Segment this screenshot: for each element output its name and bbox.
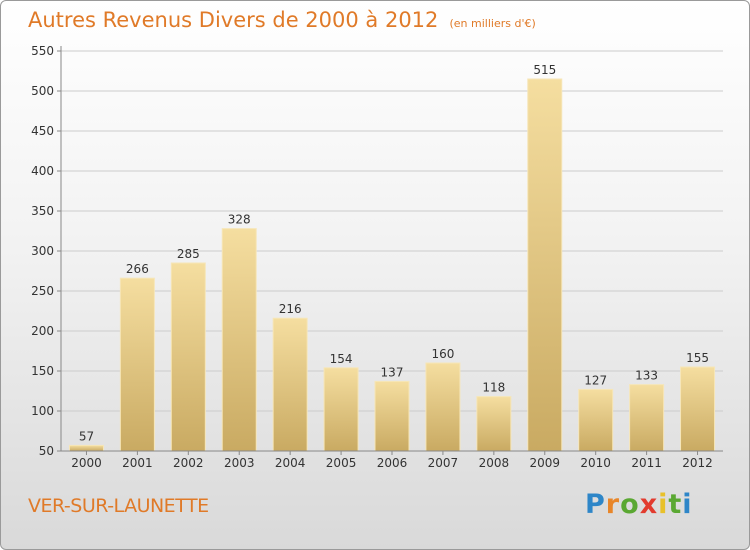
x-tick-label-2007: 2007 — [428, 456, 459, 470]
x-tick-label-2006: 2006 — [377, 456, 408, 470]
y-tick-label: 500 — [31, 84, 54, 98]
x-tick-label-2003: 2003 — [224, 456, 255, 470]
data-label-2005: 154 — [330, 352, 353, 366]
logo-letter: i — [658, 489, 669, 520]
bar-2010 — [578, 388, 614, 452]
data-label-2003: 328 — [228, 213, 251, 227]
x-tick-label-2002: 2002 — [173, 456, 204, 470]
x-tick-label-2009: 2009 — [529, 456, 560, 470]
data-label-2007: 160 — [431, 347, 454, 361]
y-tick-label: 200 — [31, 324, 54, 338]
bars: 57 266 285 328 216 154 137 160 118 515 127 133 155 — [68, 63, 716, 452]
y-tick-label: 450 — [31, 124, 54, 138]
x-tick-label-2010: 2010 — [580, 456, 611, 470]
commune-name: VER-SUR-LAUNETTE — [28, 495, 209, 517]
x-tick-label-2001: 2001 — [122, 456, 153, 470]
chart-subtitle: (en milliers d'€) — [449, 17, 536, 30]
x-tick-label-2012: 2012 — [682, 456, 713, 470]
data-label-2009: 515 — [533, 63, 556, 77]
bar-2008 — [476, 396, 512, 452]
x-tick-label-2000: 2000 — [71, 456, 102, 470]
y-tick-label: 550 — [31, 44, 54, 58]
data-label-2001: 266 — [126, 262, 149, 276]
data-label-2002: 285 — [177, 247, 200, 261]
logo-letter: r — [605, 489, 621, 520]
data-label-2012: 155 — [686, 351, 709, 365]
logo-letter: P — [585, 489, 606, 520]
bar-2011 — [629, 384, 665, 452]
logo-letter: o — [620, 489, 640, 520]
chart-title: Autres Revenus Divers de 2000 à 2012 — [28, 8, 439, 32]
bar-2007 — [425, 362, 461, 452]
data-label-2010: 127 — [584, 373, 607, 387]
y-tick-label: 250 — [31, 284, 54, 298]
bar-2005 — [323, 367, 359, 452]
x-tick-label-2011: 2011 — [631, 456, 662, 470]
x-tick-label-2004: 2004 — [275, 456, 306, 470]
data-label-2000: 57 — [79, 429, 94, 443]
bar-2002 — [170, 262, 206, 452]
y-tick-label: 50 — [39, 444, 54, 458]
data-label-2008: 118 — [482, 381, 505, 395]
y-tick-label: 300 — [31, 244, 54, 258]
proxiti-logo[interactable]: Proxiti — [585, 489, 693, 520]
x-tick-label-2008: 2008 — [479, 456, 510, 470]
x-tick-label-2005: 2005 — [326, 456, 357, 470]
chart-heading: Autres Revenus Divers de 2000 à 2012 (en… — [28, 8, 536, 32]
data-label-2011: 133 — [635, 369, 658, 383]
data-label-2006: 137 — [381, 365, 404, 379]
logo-letter: x — [639, 489, 659, 520]
data-label-2004: 216 — [279, 302, 302, 316]
logo-letter: t — [668, 489, 683, 520]
y-tick-label: 350 — [31, 204, 54, 218]
bar-2006 — [374, 380, 410, 452]
logo-letter: i — [682, 489, 693, 520]
bar-2009 — [527, 78, 563, 452]
y-tick-label: 400 — [31, 164, 54, 178]
y-tick-label: 150 — [31, 364, 54, 378]
bar-2012 — [680, 366, 716, 452]
bar-2000 — [68, 444, 104, 452]
axes: 50 100 150 200 250 300 350 400 450 500 550 2000 2001… — [31, 44, 723, 470]
bar-2003 — [221, 228, 257, 452]
bar-2001 — [119, 277, 155, 452]
y-tick-label: 100 — [31, 404, 54, 418]
bar-2004 — [272, 317, 308, 452]
